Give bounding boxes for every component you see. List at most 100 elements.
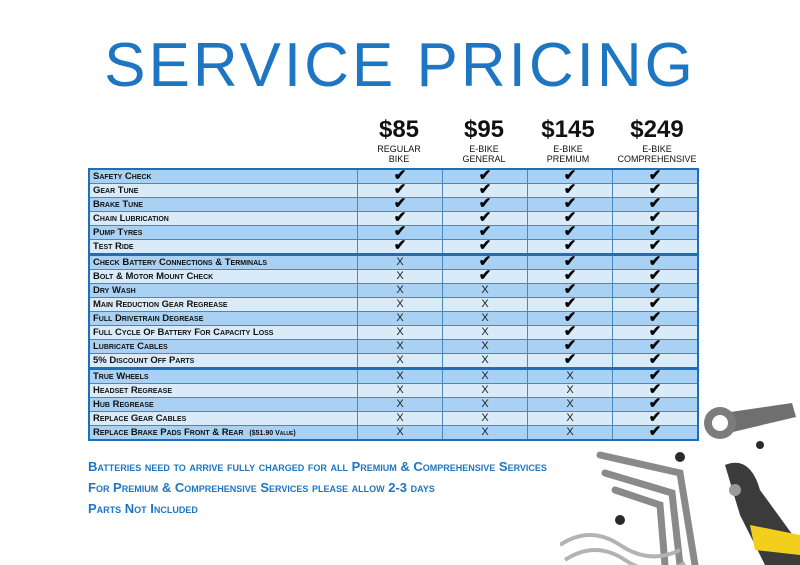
- cross-mark: X: [481, 354, 489, 366]
- plan-name: REGULAR BIKE: [377, 144, 421, 164]
- table-row: Dry Wash X X ✔ ✔: [88, 281, 699, 298]
- cross-mark: X: [396, 256, 404, 268]
- cross-mark: X: [566, 398, 574, 410]
- table-row: Bolt & Motor Mount Check X ✔ ✔ ✔: [88, 267, 699, 284]
- cross-icon: X: [357, 283, 443, 298]
- check-icon: ✔: [442, 210, 528, 226]
- check-icon: ✔: [527, 181, 613, 198]
- cross-mark: X: [396, 354, 404, 366]
- service-label: Safety Check: [88, 168, 358, 184]
- cross-icon: X: [527, 411, 613, 426]
- cross-icon: X: [357, 353, 443, 369]
- plan-name: E-BIKE COMPREHENSIVE: [617, 144, 697, 164]
- service-table-body: Safety Check ✔ ✔ ✔ ✔ Gear Tune ✔ ✔ ✔ ✔ Brake Tune ✔…: [88, 167, 699, 441]
- check-mark: ✔: [648, 423, 662, 440]
- cross-icon: X: [442, 411, 528, 426]
- cable-cutter-icon: [725, 462, 800, 565]
- check-icon: ✔: [527, 338, 613, 354]
- cross-mark: X: [396, 384, 404, 396]
- service-label: Brake Tune: [88, 197, 358, 212]
- check-icon: ✔: [612, 237, 699, 255]
- cross-mark: X: [396, 312, 404, 324]
- cross-icon: X: [357, 339, 443, 354]
- service-label: True Wheels: [88, 367, 358, 384]
- service-name: Safety Check: [93, 171, 152, 182]
- check-icon: ✔: [527, 281, 613, 298]
- cross-mark: X: [481, 412, 489, 424]
- check-icon: ✔: [612, 352, 699, 369]
- check-mark: ✔: [648, 395, 662, 412]
- cross-icon: X: [442, 339, 528, 354]
- service-name: Main Reduction Gear Regrease: [93, 299, 228, 310]
- service-name: Replace Brake Pads Front & Rear: [93, 427, 244, 438]
- check-mark: ✔: [563, 281, 577, 298]
- table-row: Replace Brake Pads Front & Rear ($51.90 V…: [88, 423, 699, 441]
- service-name: Dry Wash: [93, 285, 136, 296]
- table-row: Full Drivetrain Degrease X X ✔ ✔: [88, 309, 699, 326]
- check-mark: ✔: [563, 253, 577, 270]
- check-icon: ✔: [527, 224, 613, 240]
- cross-mark: X: [481, 398, 489, 410]
- check-mark: ✔: [393, 181, 407, 198]
- service-name: Headset Regrease: [93, 385, 172, 396]
- cross-icon: X: [442, 325, 528, 340]
- service-name: Replace Gear Cables: [93, 413, 187, 424]
- table-row: Chain Lubrication ✔ ✔ ✔ ✔: [88, 210, 699, 226]
- check-icon: ✔: [442, 238, 528, 255]
- check-icon: ✔: [612, 223, 699, 240]
- service-name: 5% Discount Off Parts: [93, 355, 195, 366]
- table-row: 5% Discount Off Parts X X ✔ ✔: [88, 352, 699, 369]
- service-label: Gear Tune: [88, 183, 358, 198]
- cross-mark: X: [481, 426, 489, 438]
- check-icon: ✔: [527, 167, 613, 184]
- service-name: Lubricate Cables: [93, 341, 168, 352]
- check-mark: ✔: [563, 195, 577, 212]
- check-icon: ✔: [357, 210, 443, 226]
- service-name: Pump Tyres: [93, 227, 143, 238]
- service-label: Full Cycle Of Battery For Capacity Loss: [88, 325, 358, 340]
- check-mark: ✔: [563, 167, 577, 184]
- check-mark: ✔: [648, 237, 662, 254]
- table-row: Check Battery Connections & Terminals X ✔ ✔…: [88, 253, 699, 270]
- service-label: Chain Lubrication: [88, 211, 358, 226]
- cross-mark: X: [396, 284, 404, 296]
- check-icon: ✔: [527, 195, 613, 212]
- check-icon: ✔: [612, 296, 699, 312]
- service-label: Check Battery Connections & Terminals: [88, 253, 358, 270]
- check-mark: ✔: [648, 309, 662, 326]
- cross-icon: X: [442, 367, 528, 384]
- check-icon: ✔: [612, 395, 699, 412]
- check-mark: ✔: [393, 167, 407, 184]
- check-mark: ✔: [648, 181, 662, 198]
- check-mark: ✔: [648, 367, 662, 384]
- note-parts: Parts Not Included: [88, 501, 198, 516]
- service-name: True Wheels: [93, 371, 149, 382]
- check-icon: ✔: [357, 224, 443, 240]
- cross-mark: X: [566, 426, 574, 438]
- check-mark: ✔: [648, 381, 662, 398]
- check-mark: ✔: [563, 181, 577, 198]
- check-mark: ✔: [648, 267, 662, 284]
- table-row: Brake Tune ✔ ✔ ✔ ✔: [88, 195, 699, 212]
- check-mark: ✔: [648, 223, 662, 240]
- cross-icon: X: [357, 311, 443, 326]
- service-label: Replace Gear Cables: [88, 411, 358, 426]
- cross-icon: X: [357, 367, 443, 384]
- table-row: Main Reduction Gear Regrease X X ✔ ✔: [88, 296, 699, 312]
- plan-price: $85: [378, 116, 420, 143]
- check-icon: ✔: [527, 237, 613, 255]
- service-label: Full Drivetrain Degrease: [88, 311, 358, 326]
- table-row: Replace Gear Cables X X X ✔: [88, 410, 699, 426]
- cross-icon: X: [442, 425, 528, 441]
- cross-mark: X: [396, 370, 404, 382]
- check-icon: ✔: [612, 196, 699, 212]
- check-icon: ✔: [612, 282, 699, 298]
- service-label: Lubricate Cables: [88, 339, 358, 354]
- page-title: SERVICE PRICING: [104, 31, 696, 100]
- check-icon: ✔: [612, 410, 699, 426]
- service-label: Main Reduction Gear Regrease: [88, 297, 358, 312]
- cross-mark: X: [396, 340, 404, 352]
- check-mark: ✔: [648, 167, 662, 184]
- check-mark: ✔: [563, 237, 577, 254]
- check-mark: ✔: [648, 253, 662, 270]
